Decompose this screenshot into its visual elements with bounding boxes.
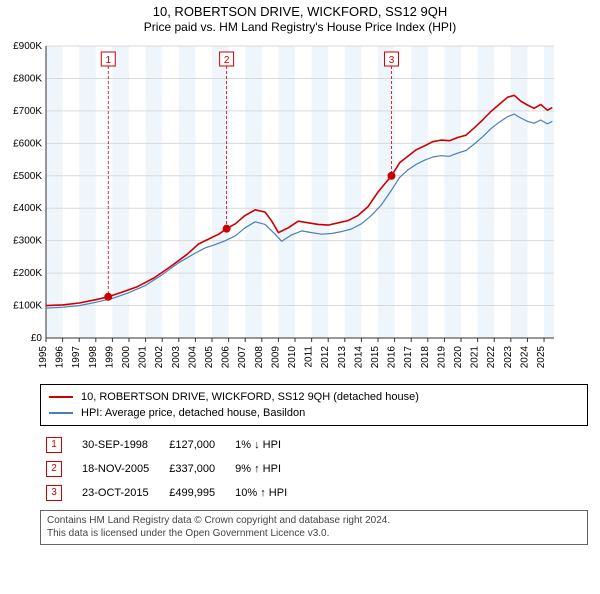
svg-text:2010: 2010 xyxy=(287,346,298,369)
svg-text:2006: 2006 xyxy=(221,346,232,369)
svg-text:£0: £0 xyxy=(31,333,43,344)
svg-text:2001: 2001 xyxy=(138,346,149,369)
svg-text:2002: 2002 xyxy=(154,346,165,369)
svg-text:2012: 2012 xyxy=(320,346,331,369)
svg-text:£300K: £300K xyxy=(13,236,42,247)
page-title: 10, ROBERTSON DRIVE, WICKFORD, SS12 9QH xyxy=(0,4,600,19)
svg-text:2005: 2005 xyxy=(204,346,215,369)
svg-text:2025: 2025 xyxy=(536,346,547,369)
legend-item: 10, ROBERTSON DRIVE, WICKFORD, SS12 9QH … xyxy=(49,389,579,405)
svg-text:2014: 2014 xyxy=(353,346,364,369)
marker-icon: 3 xyxy=(46,485,62,501)
svg-text:2022: 2022 xyxy=(486,346,497,369)
svg-text:£500K: £500K xyxy=(13,171,42,182)
svg-text:1996: 1996 xyxy=(55,346,66,369)
svg-text:2020: 2020 xyxy=(453,346,464,369)
svg-text:£400K: £400K xyxy=(13,203,42,214)
chart-container: £0 £100K £200K £300K £400K £500K £600K £700K £80… xyxy=(0,40,600,380)
svg-text:1998: 1998 xyxy=(88,346,99,369)
svg-text:1999: 1999 xyxy=(104,346,115,369)
tx-price: £499,995 xyxy=(165,482,229,504)
legend-label: 10, ROBERTSON DRIVE, WICKFORD, SS12 9QH … xyxy=(81,391,419,403)
tx-pct: 9% ↑ HPI xyxy=(231,458,301,480)
svg-text:£200K: £200K xyxy=(13,268,42,279)
legend-item: HPI: Average price, detached house, Basi… xyxy=(49,405,579,421)
svg-text:2013: 2013 xyxy=(337,346,348,369)
legend-swatch xyxy=(49,412,73,414)
svg-text:1: 1 xyxy=(105,55,111,66)
price-chart: £0 £100K £200K £300K £400K £500K £600K £700K £80… xyxy=(0,40,560,380)
tx-pct: 1% ↓ HPI xyxy=(231,434,301,456)
page-subtitle: Price paid vs. HM Land Registry's House … xyxy=(0,20,600,34)
attribution-line: This data is licensed under the Open Gov… xyxy=(47,528,581,541)
legend-swatch xyxy=(49,396,73,398)
transactions-table: 1 30-SEP-1998£127,0001% ↓ HPI 2 18-NOV-2005… xyxy=(40,432,303,506)
tx-date: 18-NOV-2005 xyxy=(78,458,163,480)
svg-text:2018: 2018 xyxy=(420,346,431,369)
tx-date: 23-OCT-2015 xyxy=(78,482,163,504)
attribution-line: Contains HM Land Registry data © Crown c… xyxy=(47,515,581,528)
svg-text:£600K: £600K xyxy=(13,138,42,149)
svg-text:2015: 2015 xyxy=(370,346,381,369)
tx-date: 30-SEP-1998 xyxy=(78,434,163,456)
tx-price: £127,000 xyxy=(165,434,229,456)
svg-text:2023: 2023 xyxy=(503,346,514,369)
tx-price: £337,000 xyxy=(165,458,229,480)
svg-text:2003: 2003 xyxy=(171,346,182,369)
svg-text:1995: 1995 xyxy=(38,346,49,369)
svg-text:£900K: £900K xyxy=(13,41,42,52)
svg-text:2016: 2016 xyxy=(387,346,398,369)
svg-text:£700K: £700K xyxy=(13,106,42,117)
svg-text:3: 3 xyxy=(389,55,395,66)
svg-text:1997: 1997 xyxy=(71,346,82,369)
svg-text:2000: 2000 xyxy=(121,346,132,369)
attribution: Contains HM Land Registry data © Crown c… xyxy=(40,510,588,545)
svg-text:2024: 2024 xyxy=(519,346,530,369)
svg-text:2008: 2008 xyxy=(254,346,265,369)
svg-text:2019: 2019 xyxy=(436,346,447,369)
svg-text:£800K: £800K xyxy=(13,73,42,84)
legend-label: HPI: Average price, detached house, Basi… xyxy=(81,407,305,419)
svg-text:2021: 2021 xyxy=(470,346,481,369)
svg-text:2004: 2004 xyxy=(187,346,198,369)
tx-pct: 10% ↑ HPI xyxy=(231,482,301,504)
table-row: 2 18-NOV-2005£337,0009% ↑ HPI xyxy=(42,458,301,480)
svg-text:2011: 2011 xyxy=(304,346,315,368)
marker-icon: 1 xyxy=(46,437,62,453)
marker-icon: 2 xyxy=(46,461,62,477)
svg-text:2017: 2017 xyxy=(403,346,414,369)
table-row: 3 23-OCT-2015£499,99510% ↑ HPI xyxy=(42,482,301,504)
table-row: 1 30-SEP-1998£127,0001% ↓ HPI xyxy=(42,434,301,456)
legend: 10, ROBERTSON DRIVE, WICKFORD, SS12 9QH … xyxy=(40,384,588,426)
svg-text:2: 2 xyxy=(224,55,230,66)
svg-text:2009: 2009 xyxy=(270,346,281,369)
svg-text:2007: 2007 xyxy=(237,346,248,369)
svg-text:£100K: £100K xyxy=(13,301,42,312)
